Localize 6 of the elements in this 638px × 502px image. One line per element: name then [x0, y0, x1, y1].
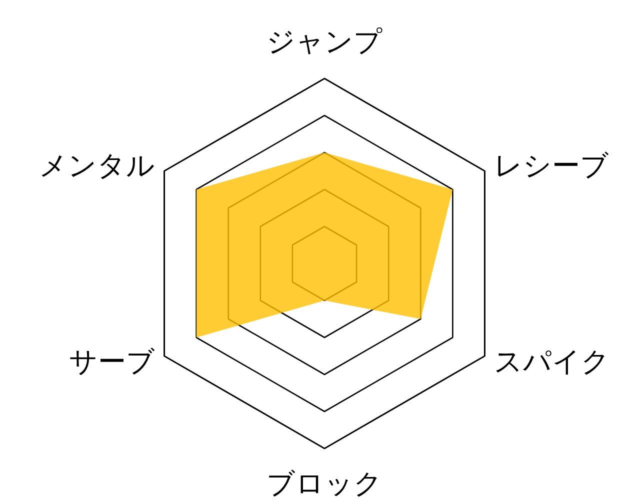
spoke-label: ブロック — [266, 467, 382, 500]
spoke-label: メンタル — [38, 149, 155, 182]
spoke-label: スパイク — [494, 345, 610, 378]
spoke-label: レシーブ — [494, 149, 610, 182]
spoke-label: サーブ — [68, 345, 155, 378]
spoke-label: ジャンプ — [266, 25, 382, 58]
